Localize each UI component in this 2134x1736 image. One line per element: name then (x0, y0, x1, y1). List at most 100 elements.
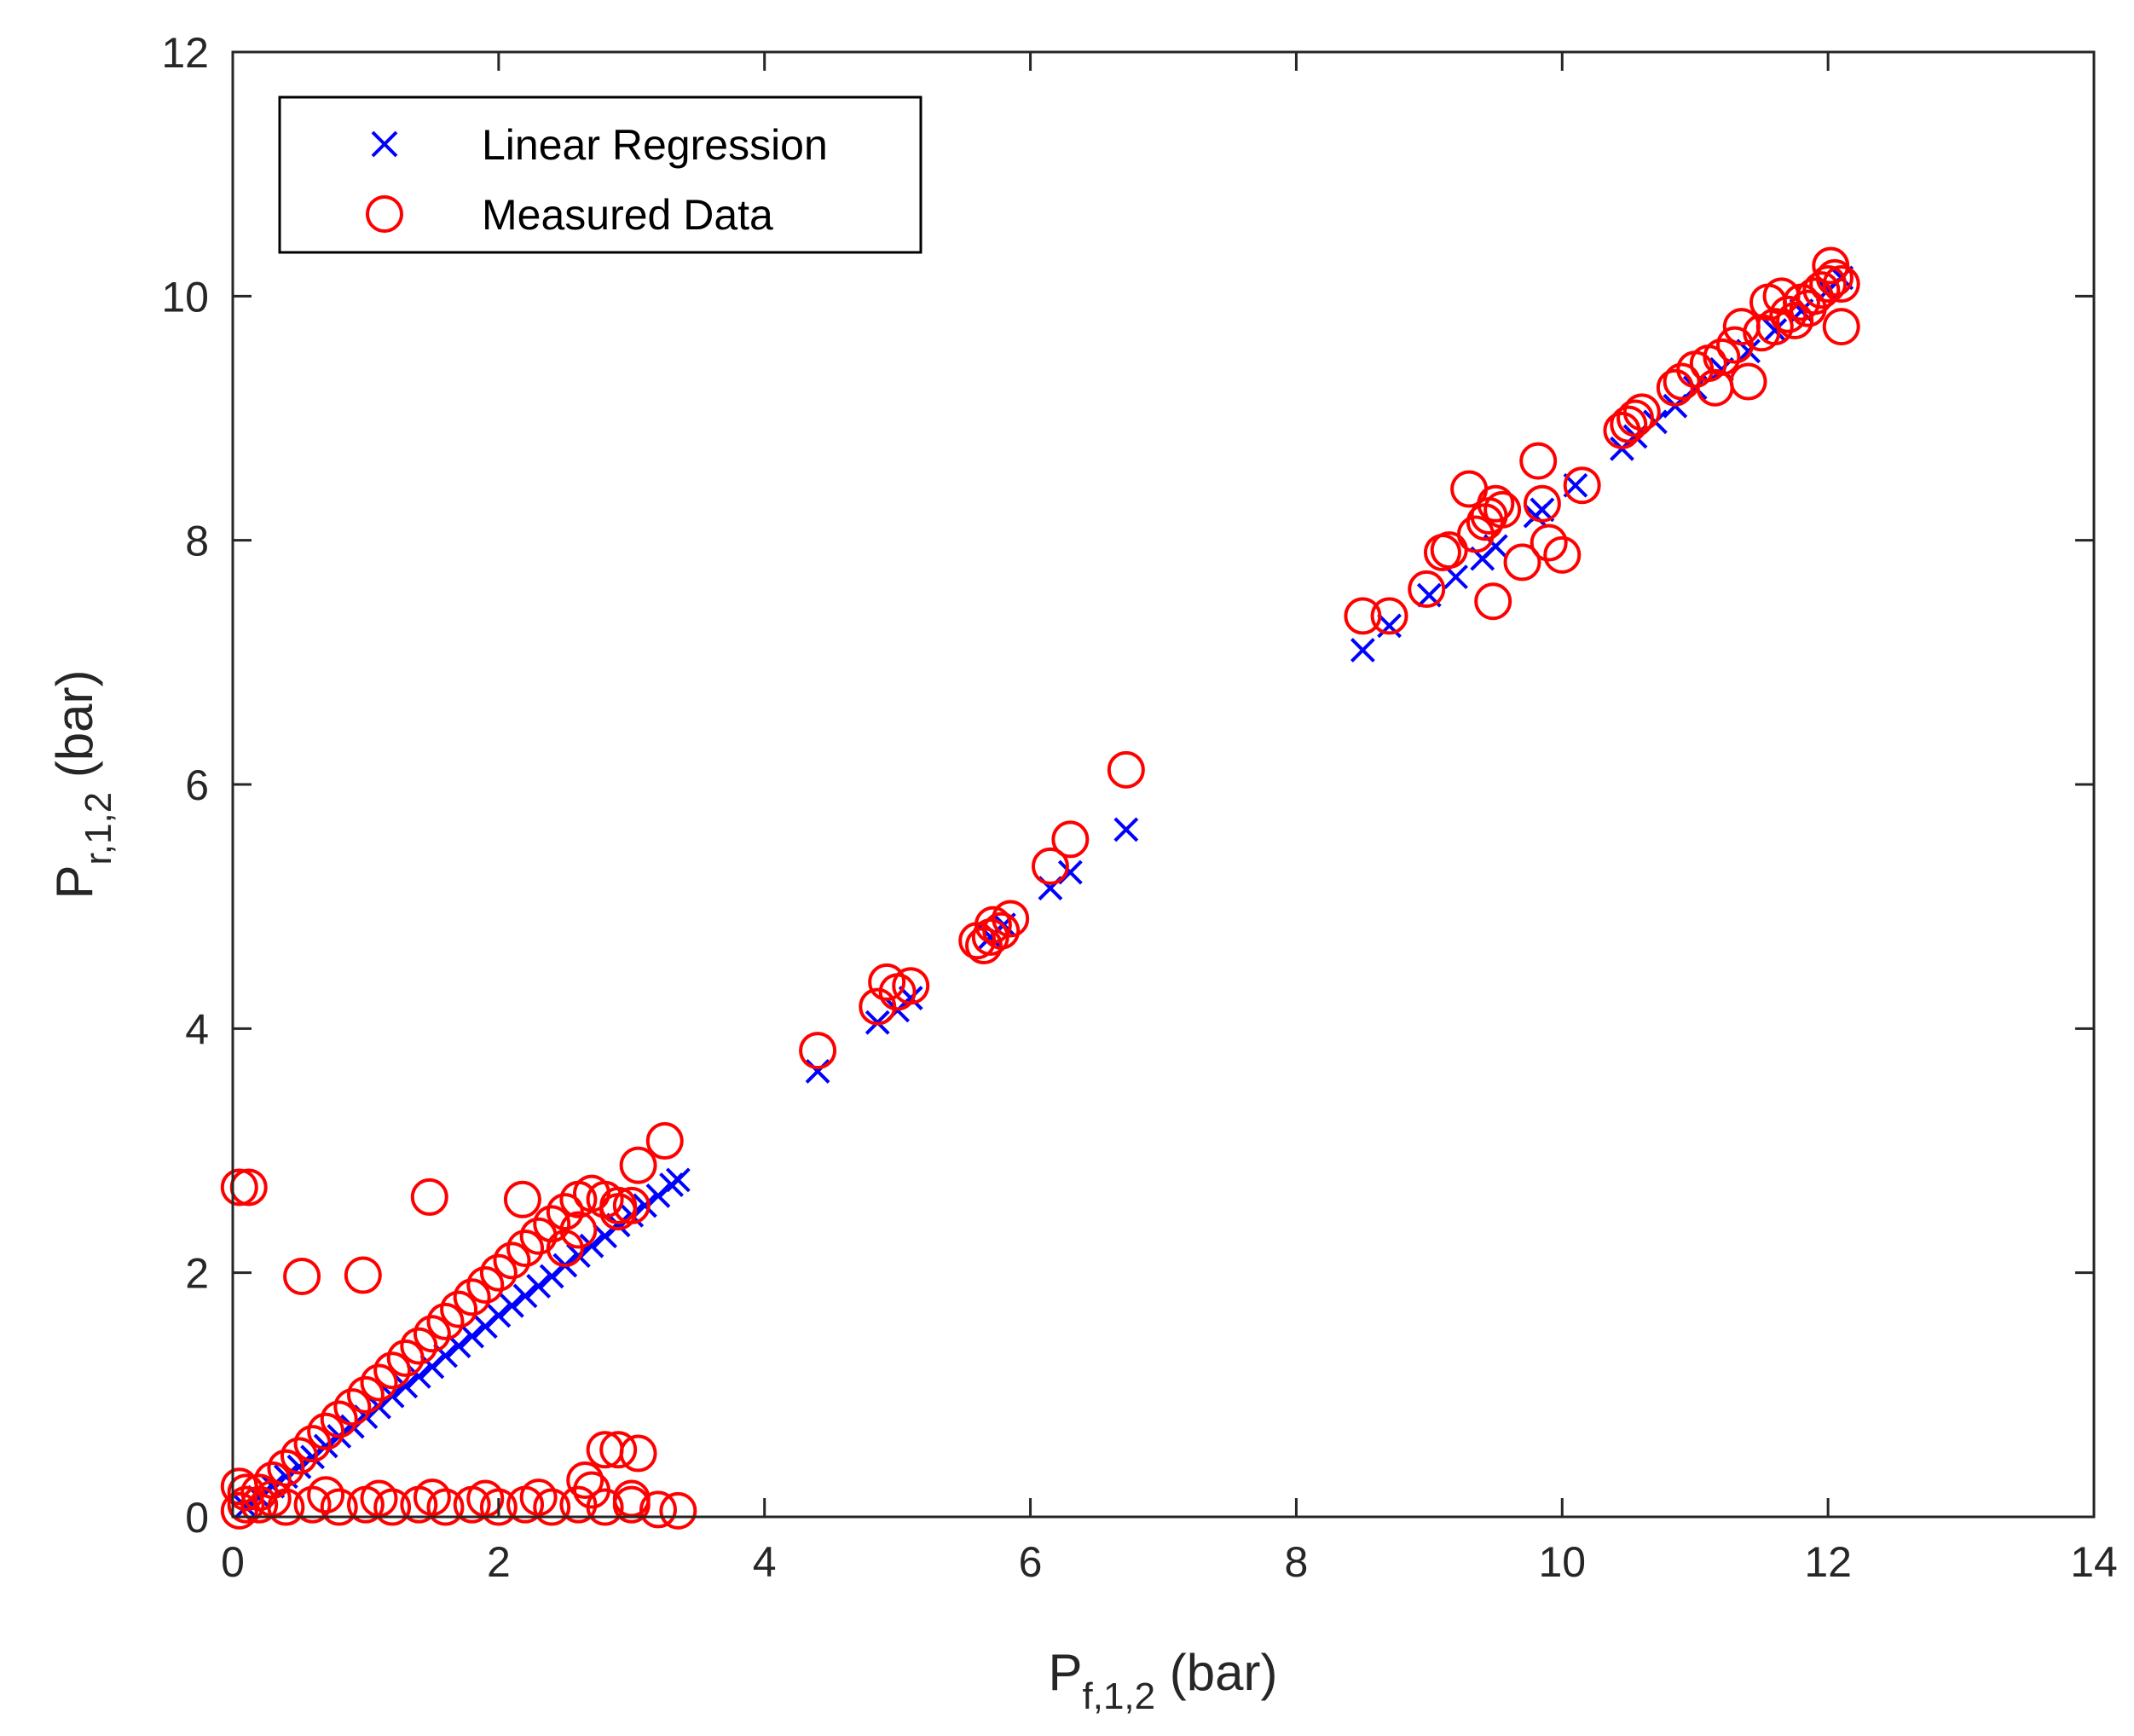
measured-point (344, 1256, 382, 1294)
measured-point (1474, 582, 1512, 621)
measured-point (533, 1488, 571, 1526)
measured-point (410, 1178, 448, 1216)
regression-point (486, 1303, 512, 1328)
measured-point (227, 1473, 265, 1512)
measured-point (619, 1146, 657, 1184)
series-measured-data (220, 246, 1860, 1530)
measured-point (333, 1388, 372, 1426)
measured-point (559, 1485, 598, 1524)
regression-point (605, 1212, 631, 1238)
x-tick-label: 10 (1538, 1538, 1586, 1586)
regression-point (313, 1433, 338, 1459)
measured-point (1610, 405, 1648, 443)
measured-point (1703, 338, 1741, 376)
regression-point (393, 1374, 419, 1399)
measured-point (639, 1490, 677, 1529)
measured-point (1802, 271, 1841, 310)
measured-point (1370, 597, 1408, 635)
y-axis-title-subscript: r,1,2 (78, 792, 119, 865)
measured-point (645, 1122, 684, 1160)
regression-point (526, 1274, 552, 1299)
y-axis-title-main: P (46, 865, 103, 899)
measured-point (619, 1434, 657, 1473)
measured-point (346, 1375, 385, 1414)
measured-point (386, 1339, 425, 1377)
measured-point (1729, 362, 1767, 401)
measured-point (413, 1478, 451, 1517)
x-tick-label: 6 (1019, 1538, 1043, 1586)
measured-point (982, 911, 1021, 950)
y-tick-label: 8 (185, 518, 209, 565)
regression-point (579, 1233, 604, 1259)
y-axis-title: Pr,1,2 (bar) (46, 669, 119, 899)
measured-point (974, 906, 1012, 944)
regression-point (632, 1193, 657, 1218)
regression-point (805, 1059, 830, 1084)
y-tick-label: 6 (185, 761, 209, 809)
legend-marker-linear-regression (371, 130, 398, 158)
measured-point (293, 1425, 332, 1463)
y-tick-label: 2 (185, 1250, 209, 1298)
measured-point (440, 1290, 478, 1328)
measured-point (220, 1168, 258, 1207)
measured-point (466, 1265, 505, 1304)
measured-point (283, 1257, 321, 1295)
measured-point (1344, 597, 1382, 635)
measured-point (1722, 308, 1761, 346)
regression-point (512, 1283, 538, 1309)
measured-point (573, 1471, 611, 1509)
measured-point (1543, 535, 1582, 574)
measured-point (426, 1302, 465, 1340)
y-tick-label: 0 (185, 1494, 209, 1542)
x-tick-label: 12 (1804, 1538, 1852, 1586)
x-tick-label: 2 (487, 1538, 511, 1586)
measured-point (373, 1351, 412, 1390)
x-tick-label: 0 (221, 1538, 245, 1586)
x-axis-title-subscript: f,1,2 (1083, 1675, 1156, 1717)
measured-point (1530, 524, 1568, 562)
measured-point (1622, 393, 1661, 431)
regression-point (406, 1363, 431, 1389)
regression-point (500, 1293, 524, 1318)
y-axis-title-unit: (bar) (46, 669, 103, 791)
measured-point (320, 1488, 358, 1526)
regression-point (1350, 638, 1375, 663)
measured-point (519, 1478, 558, 1517)
measured-point (426, 1488, 465, 1526)
measured-point (453, 1278, 491, 1316)
measured-point (503, 1180, 541, 1218)
measured-point (859, 987, 897, 1026)
measured-point (1822, 308, 1860, 346)
measured-point (506, 1230, 545, 1268)
measured-point (360, 1363, 398, 1402)
x-tick-label: 8 (1285, 1538, 1309, 1586)
measured-point (293, 1485, 332, 1524)
legend-box (278, 95, 922, 254)
measured-point (220, 1467, 258, 1506)
measured-point (1031, 847, 1069, 885)
measured-point (1503, 543, 1541, 582)
measured-point (566, 1461, 604, 1500)
measured-point (992, 900, 1030, 938)
regression-point (1530, 497, 1555, 523)
legend-marker-measured-data (366, 195, 403, 233)
y-tick-label: 4 (185, 1005, 209, 1053)
measured-point (267, 1449, 305, 1487)
measured-point (1477, 484, 1515, 523)
regression-point (665, 1167, 691, 1193)
x-axis-title: Pf,1,2 (bar) (1048, 1644, 1277, 1717)
measured-point (1815, 258, 1854, 297)
regression-point (260, 1473, 286, 1499)
regression-point (379, 1383, 405, 1409)
measured-point (1809, 265, 1848, 304)
measured-point (599, 1431, 638, 1469)
measured-point (659, 1491, 697, 1530)
measured-point (320, 1400, 358, 1438)
measured-point (1519, 442, 1558, 480)
measured-point (1563, 466, 1601, 505)
measured-point (1483, 490, 1522, 529)
regression-point (460, 1323, 485, 1349)
measured-point (599, 1193, 638, 1231)
